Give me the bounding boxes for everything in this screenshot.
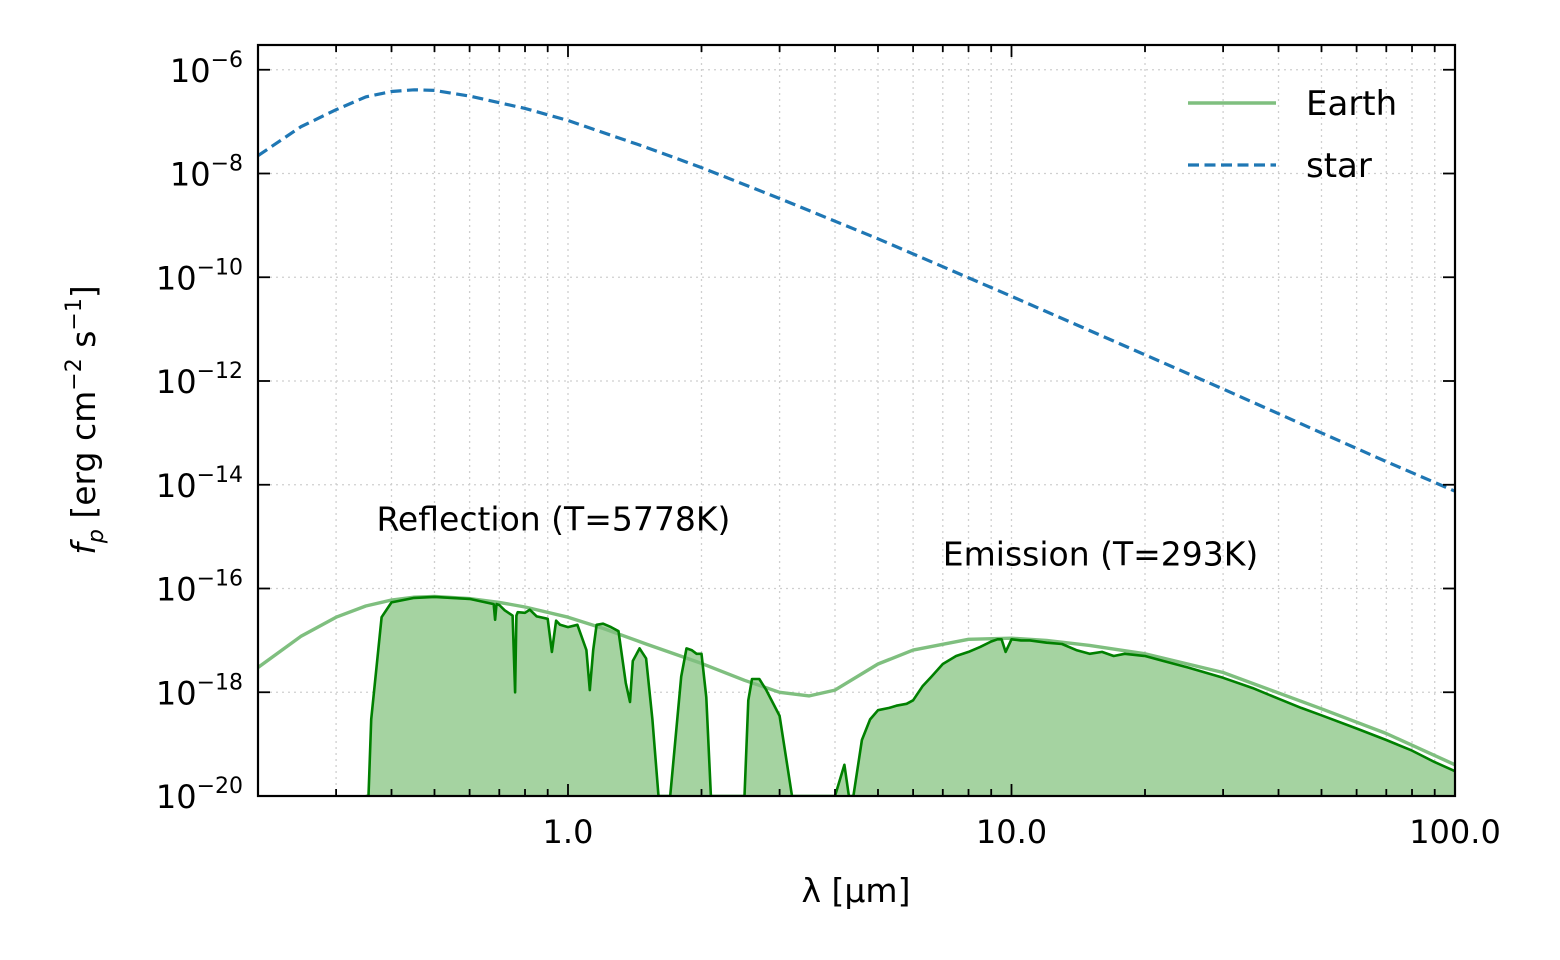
- x-axis-label: λ [μm]: [802, 871, 911, 910]
- absorption-spectrum-fill: [365, 596, 1455, 796]
- absorption-spectrum-line: [365, 595, 1455, 796]
- x-tick-label: 1.0: [543, 813, 594, 851]
- y-tick-label: 10−16: [156, 567, 243, 609]
- series-star-line: [258, 88, 1455, 493]
- y-tick-label: 10−8: [170, 152, 243, 194]
- y-tick-label: 10−10: [156, 255, 243, 297]
- y-tick-label: 10−6: [170, 48, 243, 90]
- x-tick-label: 100.0: [1409, 813, 1501, 851]
- y-tick-label: 10−12: [156, 359, 243, 401]
- x-tick-label: 10.0: [976, 813, 1047, 851]
- y-tick-label: 10−14: [156, 463, 243, 505]
- plot-frame: [256, 43, 1457, 798]
- svg-text:fp [erg cm−2 s−1]: fp [erg cm−2 s−1]: [62, 285, 109, 554]
- y-axis-label: fp [erg cm−2 s−1]: [62, 285, 109, 554]
- legend: Earth star: [1188, 84, 1397, 186]
- y-tick-label: 10−18: [156, 670, 243, 712]
- annotation-text: Emission (T=293K): [943, 534, 1259, 573]
- y-tick-label: 10−20: [156, 774, 243, 816]
- axis-ticks: [258, 45, 1455, 797]
- legend-label-Earth: Earth: [1306, 84, 1397, 124]
- legend-label-star: star: [1306, 146, 1372, 186]
- annotation-text: Reflection (T=5778K): [376, 500, 730, 539]
